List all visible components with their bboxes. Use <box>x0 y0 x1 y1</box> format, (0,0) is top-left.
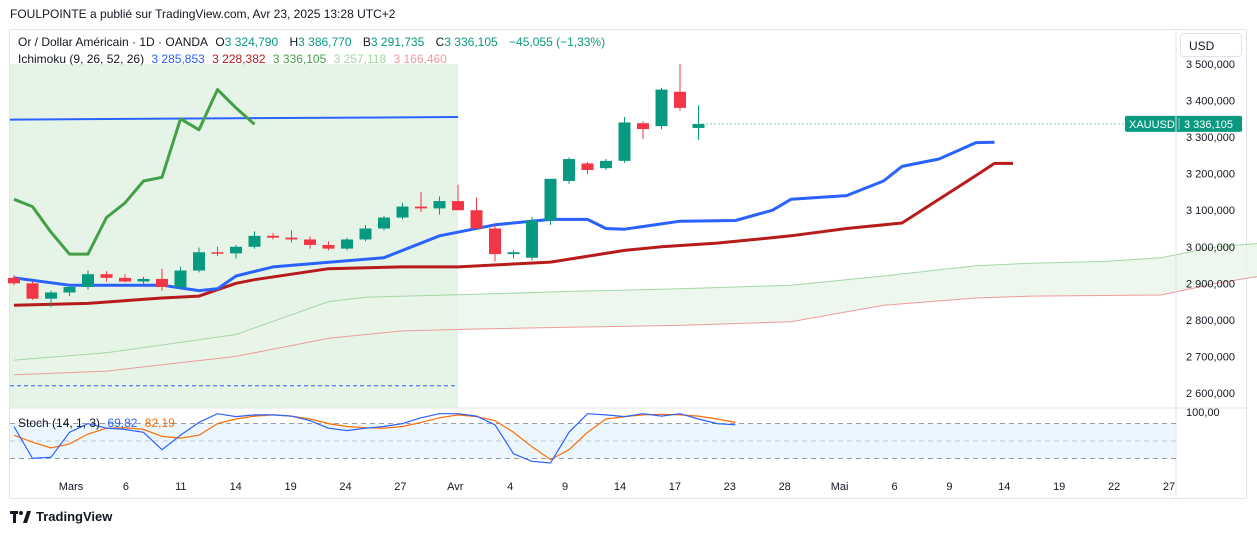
open-label: O <box>215 35 225 49</box>
chart-frame <box>9 29 1247 499</box>
ichimoku-chikou-value: 3 336,105 <box>272 52 327 66</box>
change-value: −45,055 (−1,33%) <box>509 35 606 49</box>
open-value: 3 324,790 <box>224 35 279 49</box>
publisher-header: FOULPOINTE a publié sur TradingView.com,… <box>10 7 396 21</box>
stoch-label: Stoch (14, 1, 3) <box>18 416 101 430</box>
ichimoku-kijun-value: 3 228,382 <box>212 52 266 66</box>
high-label: H <box>289 35 299 49</box>
currency-button[interactable]: USD <box>1180 33 1242 57</box>
low-label: B <box>362 35 371 49</box>
stoch-k-value: 69,82 <box>107 416 138 430</box>
ichimoku-span-b-value: 3 166,460 <box>393 52 447 66</box>
tradingview-logo[interactable]: TradingView <box>10 509 112 524</box>
ichimoku-label: Ichimoku (9, 26, 52, 26) <box>18 52 145 66</box>
symbol-name: Or / Dollar Américain · 1D · OANDA <box>18 35 209 49</box>
footer-brand: TradingView <box>36 509 113 524</box>
close-value: 3 336,105 <box>444 35 498 49</box>
low-value: 3 291,735 <box>370 35 425 49</box>
ichimoku-span-a-value: 3 257,118 <box>333 52 387 66</box>
close-label: C <box>435 35 445 49</box>
stoch-legend[interactable]: Stoch (14, 1, 3) 69,82 82,19 <box>18 416 179 430</box>
high-value: 3 386,770 <box>298 35 352 49</box>
tradingview-logo-icon <box>10 510 31 523</box>
ichimoku-legend[interactable]: Ichimoku (9, 26, 52, 26) 3 285,853 3 228… <box>18 52 451 66</box>
symbol-legend[interactable]: Or / Dollar Américain · 1D · OANDA O3 32… <box>18 35 609 49</box>
stoch-d-value: 82,19 <box>144 416 175 430</box>
ichimoku-tenkan-value: 3 285,853 <box>151 52 205 66</box>
